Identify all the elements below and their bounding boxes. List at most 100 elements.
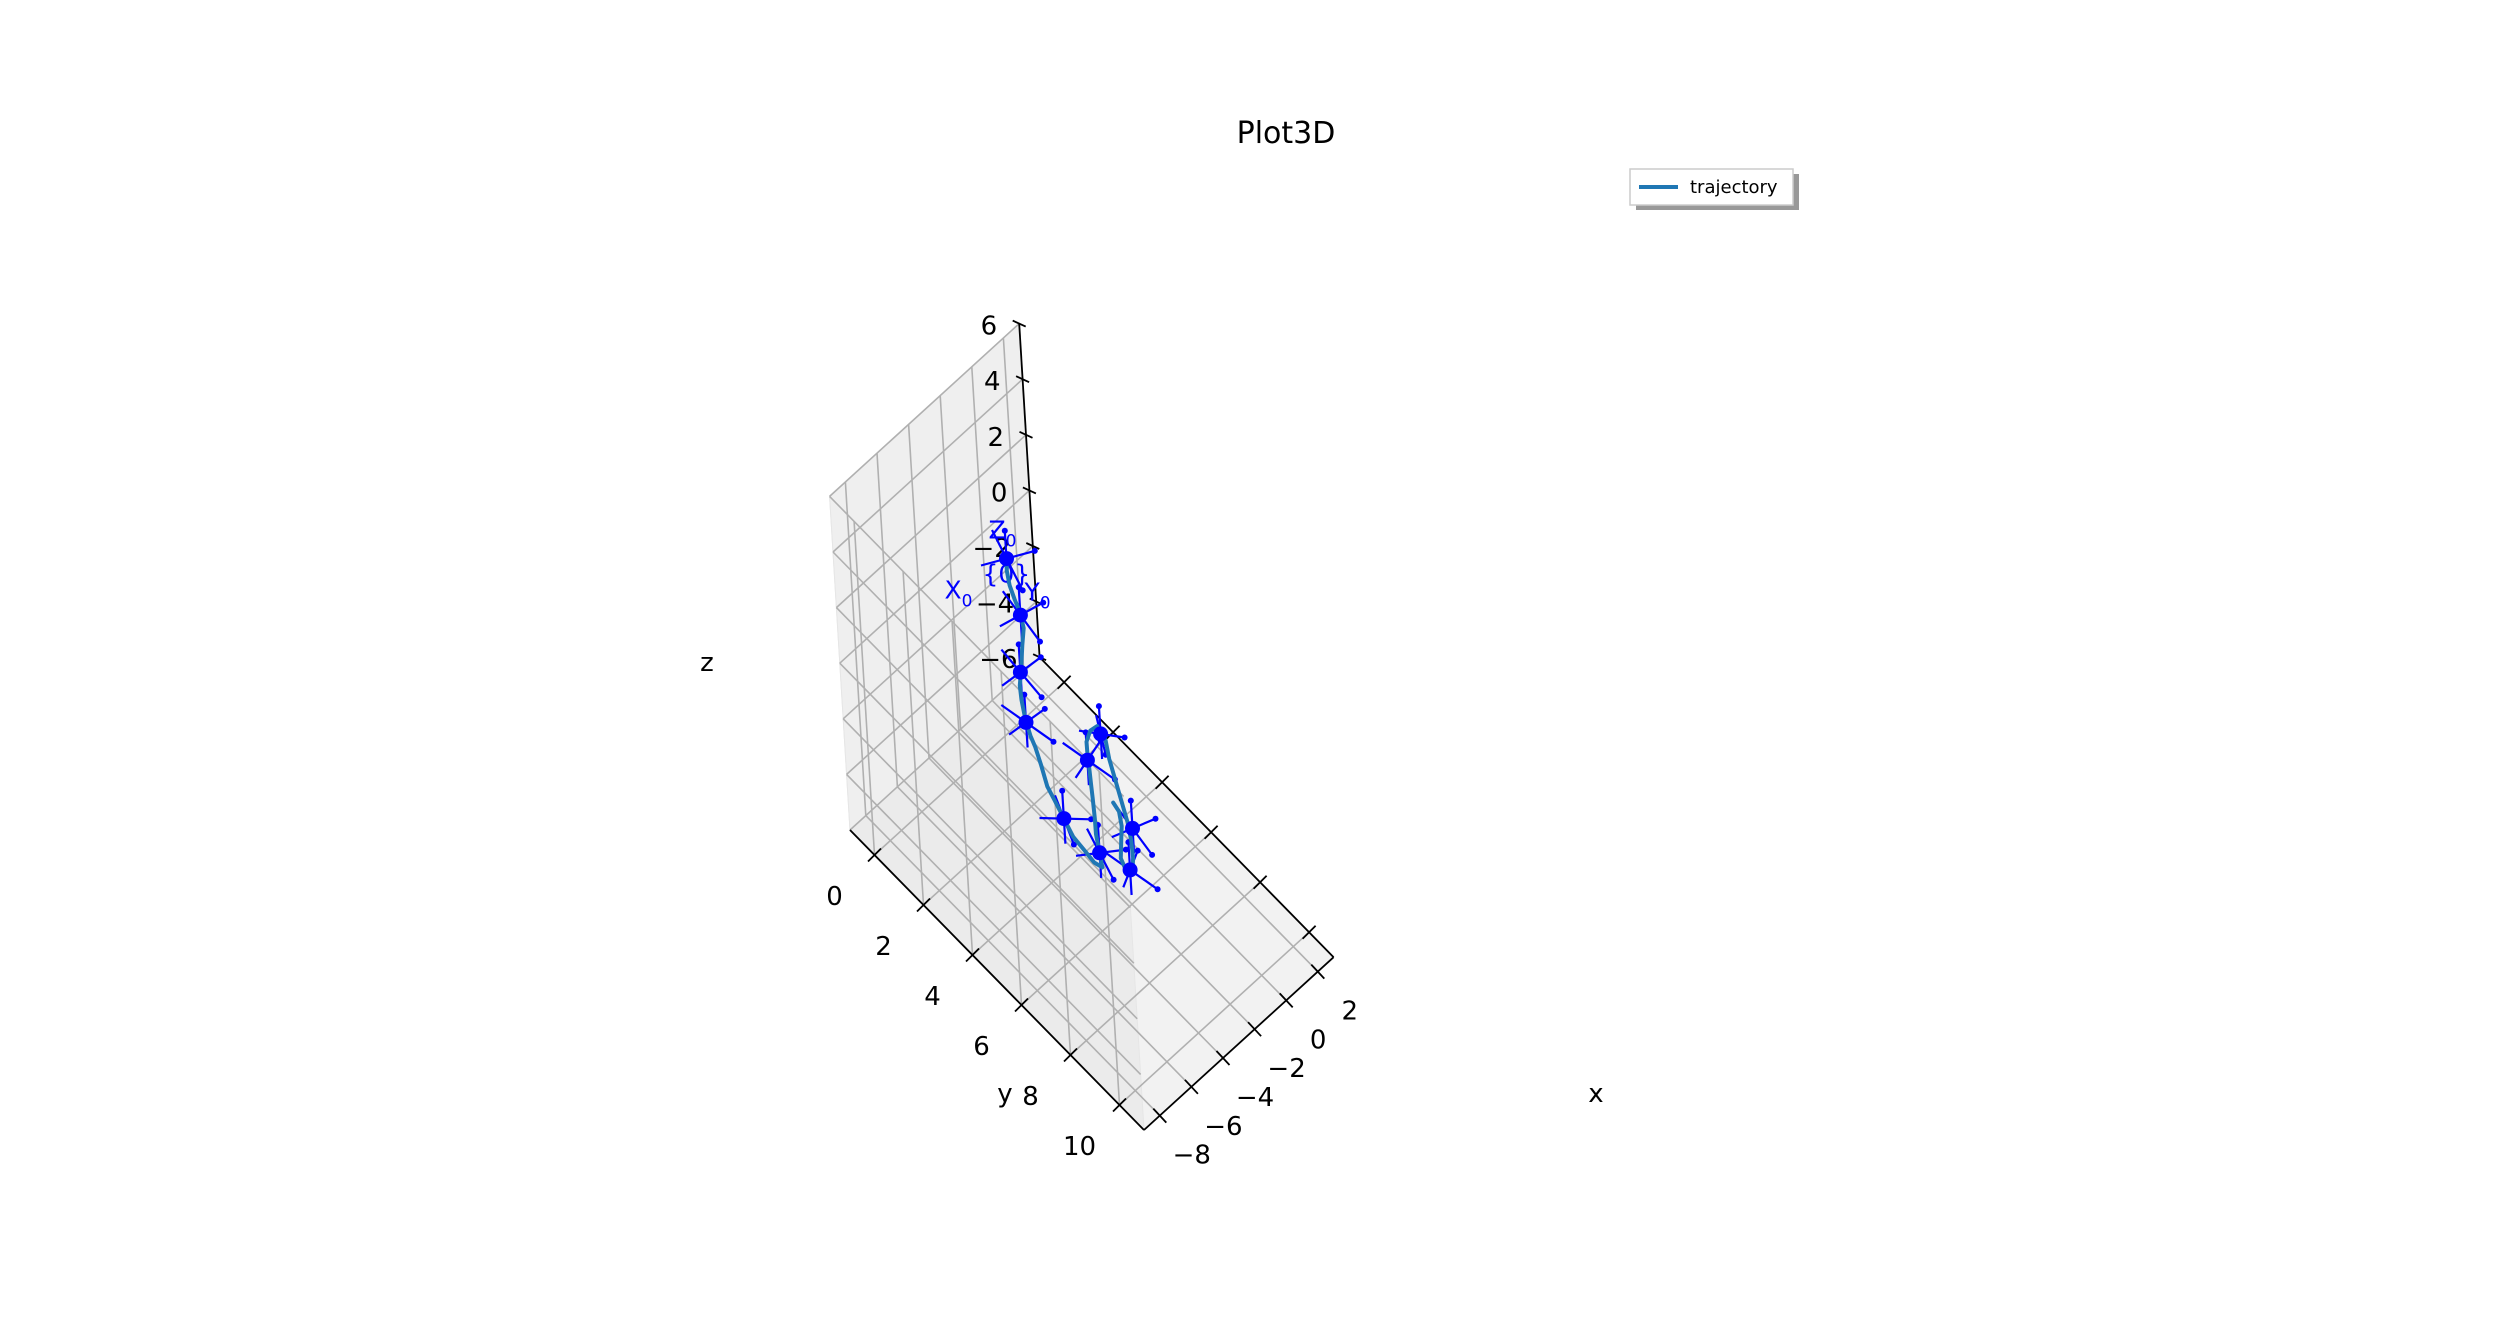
z-tick-label: 0	[991, 478, 1008, 508]
y-tick-label: 6	[973, 1032, 990, 1062]
y-tick-mark	[1056, 675, 1072, 690]
z-tick-mark	[1025, 542, 1040, 550]
y-tick-mark	[1301, 925, 1317, 940]
grid-line	[842, 545, 1034, 720]
frame-origin-point	[1018, 714, 1034, 730]
y-tick-mark-back	[916, 897, 931, 913]
x-tick-label: −6	[1204, 1112, 1242, 1142]
x-tick-label: 0	[1310, 1025, 1327, 1055]
frame-arrow-head	[1152, 815, 1159, 822]
grid-line	[896, 786, 1192, 1088]
x-tick-mark	[1247, 1021, 1262, 1037]
frame-origin-point	[1079, 752, 1095, 768]
frame-arrow-head	[1015, 584, 1022, 591]
frame-arrow-head	[1110, 876, 1117, 883]
y-tick-label: 2	[875, 932, 892, 962]
grid-lines	[829, 323, 1319, 1131]
y-axis-label: y	[997, 1079, 1012, 1109]
x-axis-line	[1143, 956, 1335, 1131]
z-tick-mark	[1015, 375, 1030, 384]
grid-line	[835, 607, 1131, 909]
z-tick-label: 4	[984, 367, 1001, 397]
frame-arrow-head	[1134, 847, 1141, 854]
frame-origin-point	[1012, 607, 1028, 623]
grid-line	[1069, 881, 1261, 1056]
frame-arrow-head	[1037, 654, 1044, 661]
grid-line	[1118, 931, 1310, 1106]
frame-arrow-head	[1149, 851, 1156, 858]
z-tick-label: 6	[981, 312, 998, 342]
x-tick-mark	[1152, 1107, 1167, 1124]
frame-arrow-head	[1121, 734, 1128, 741]
z-tick-label: −6	[979, 645, 1017, 675]
grid-line	[865, 815, 1161, 1117]
x-tick-label: −2	[1267, 1054, 1305, 1084]
frame-arrow-head	[1050, 738, 1057, 745]
z-tick-mark	[1019, 430, 1033, 439]
grid-line	[846, 601, 1037, 775]
x-tick-mark	[1184, 1079, 1199, 1095]
frame-arrow-head	[1070, 841, 1077, 848]
y-tick-mark-back	[1112, 1097, 1127, 1113]
frame-arrow-head	[1031, 547, 1038, 554]
frame-arrow-head	[1095, 703, 1102, 710]
y-tick-label: 10	[1063, 1132, 1096, 1162]
axis-panes	[829, 322, 1335, 1132]
grid-line	[832, 551, 1128, 853]
x-axis-label: x	[1588, 1079, 1603, 1109]
frame-arrow-head	[1059, 787, 1066, 794]
y-tick-label: 0	[826, 882, 843, 912]
z-tick-mark	[1012, 319, 1027, 328]
legend-entry: trajectory	[1690, 177, 1778, 198]
y-tick-mark	[1105, 725, 1121, 740]
x-tick-mark	[1215, 1050, 1231, 1066]
x-tick-mark	[1310, 963, 1325, 980]
grid-line	[835, 434, 1027, 609]
z-tick-label: 2	[987, 423, 1004, 453]
y-tick-mark	[1252, 875, 1268, 890]
grid-line	[829, 495, 1125, 797]
grid-line	[846, 773, 1142, 1075]
frame-origin-point	[999, 551, 1014, 567]
x-tick-label: −4	[1236, 1083, 1274, 1113]
grid-line	[1023, 671, 1319, 973]
grid-line	[842, 718, 1138, 1020]
frame-arrow-head	[1154, 886, 1161, 893]
y-tick-label: 8	[1022, 1082, 1039, 1112]
y-axis-line	[849, 829, 1145, 1131]
grid-line	[832, 378, 1024, 553]
grid-line	[1020, 831, 1212, 1006]
x-tick-label: 2	[1342, 997, 1359, 1027]
grid-line	[960, 728, 1256, 1030]
frame-origin-point	[1122, 862, 1138, 878]
frame-arrow-head	[1041, 705, 1048, 712]
chart-title: Plot3D	[1237, 116, 1336, 151]
z-tick-label: −4	[976, 590, 1014, 620]
grid-line	[839, 662, 1135, 964]
frame-origin-point	[1125, 820, 1140, 836]
frame-arrow-head	[1037, 638, 1043, 645]
frame-origins	[999, 551, 1140, 878]
y-tick-mark-back	[1014, 997, 1029, 1013]
y-tick-mark	[1203, 825, 1219, 840]
frame-origin-point	[1093, 726, 1109, 742]
frame-origin-point	[1056, 811, 1072, 827]
frame-arrow-head	[1122, 846, 1129, 853]
x-tick-label: −8	[1173, 1141, 1211, 1171]
grid-line	[849, 656, 1041, 831]
grid-line	[839, 489, 1030, 664]
frame-arrow-head	[1038, 694, 1045, 701]
y-axis-line-front	[1038, 656, 1335, 958]
frame-arrow-head	[1040, 599, 1047, 606]
y-tick-mark-back	[1063, 1047, 1078, 1063]
legend: trajectory	[1629, 168, 1799, 210]
grid-line	[873, 681, 1065, 856]
frame-arrow-head	[1001, 527, 1008, 534]
frame-origin-point	[1012, 664, 1028, 680]
y-tick-label: 4	[924, 982, 941, 1012]
frame-arrow-head	[1127, 797, 1134, 804]
frame-arrow-head	[1015, 641, 1022, 648]
grid-line	[928, 757, 1224, 1059]
